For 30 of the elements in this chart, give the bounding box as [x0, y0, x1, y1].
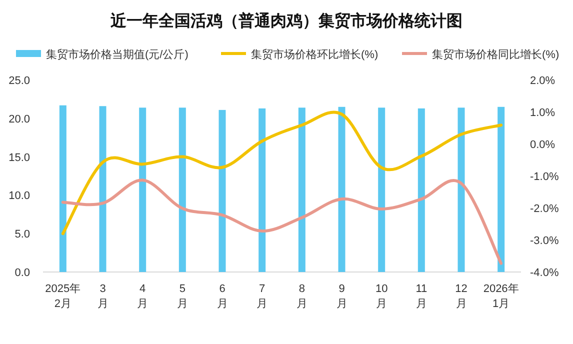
y2-tick-label: 1.0% [530, 107, 556, 119]
x-tick-label: 8 月 [296, 283, 308, 310]
y-tick-label: 20.0 [8, 113, 30, 126]
chart-title: 近一年全国活鸡（普通肉鸡）集贸市场价格统计图 [110, 11, 462, 30]
legend-label: 集贸市场价格环比增长(%) [251, 48, 378, 61]
y-tick-label: 0.0 [14, 267, 30, 279]
x-tick-label: 3 月 [97, 283, 108, 310]
y-tick-label: 25.0 [8, 75, 30, 87]
x-tick-label: 7 月 [256, 283, 268, 310]
x-tick-label: 2025年 2月 [45, 283, 81, 310]
x-tick-label: 4 月 [137, 283, 148, 310]
legend-label: 集贸市场价格同比增长(%) [432, 48, 560, 61]
y-tick-label: 15.0 [8, 152, 30, 164]
y2-tick-label: -3.0% [530, 235, 559, 247]
y-tick-label: 5.0 [14, 228, 30, 241]
y2-tick-label: 0.0% [530, 139, 556, 151]
y2-tick-label: -2.0% [530, 203, 559, 215]
x-tick-label: 12 月 [455, 283, 468, 310]
y2-tick-label: -1.0% [530, 171, 559, 183]
y-tick-label: 10.0 [8, 190, 30, 202]
x-tick-label: 2026年 1月 [483, 283, 519, 310]
y2-tick-label: 2.0% [530, 75, 556, 87]
line-series [61, 178, 503, 265]
x-tick-label: 6 月 [216, 283, 228, 310]
y2-tick-label: -4.0% [530, 267, 559, 279]
legend-label: 集贸市场价格当期值(元/公斤) [46, 48, 188, 61]
x-tick-label: 5 月 [176, 283, 188, 310]
x-tick-label: 9 月 [336, 283, 348, 310]
x-tick-label: 11 月 [416, 283, 428, 310]
x-tick-label: 10 月 [375, 283, 388, 310]
